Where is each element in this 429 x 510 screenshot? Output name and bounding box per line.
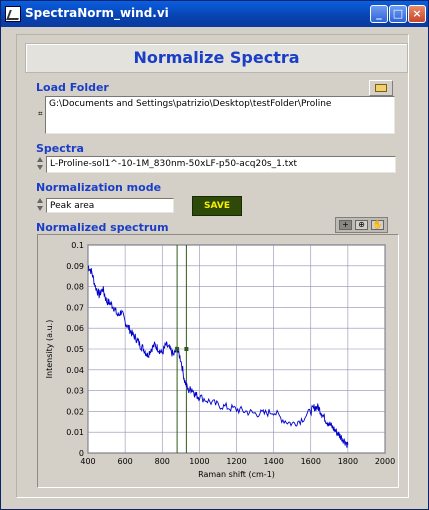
y-tick-label: 0.03: [66, 387, 84, 396]
y-axis-label: Intensity (a.u.): [45, 320, 54, 379]
x-tick-label: 800: [155, 457, 170, 466]
window-title: SpectraNorm_wind.vi: [25, 6, 169, 20]
spinner-down-icon[interactable]: [37, 165, 43, 170]
x-tick-label: 1200: [226, 457, 246, 466]
y-tick-label: 0.1: [71, 241, 84, 250]
y-tick-label: 0.08: [66, 283, 84, 292]
header-banner: Normalize Spectra: [25, 43, 408, 73]
x-tick-label: 1400: [263, 457, 283, 466]
spinner-up-icon[interactable]: [37, 157, 43, 162]
save-button[interactable]: SAVE: [192, 196, 242, 216]
load-folder-path-field[interactable]: G:\Documents and Settings\patrizio\Deskt…: [45, 96, 395, 134]
folder-icon: [375, 84, 387, 92]
cursor-marker: [175, 347, 180, 351]
y-tick-label: 0.06: [66, 324, 84, 333]
page-title: Normalize Spectra: [133, 48, 300, 67]
x-tick-label: 600: [117, 457, 132, 466]
cursor-marker: [184, 347, 189, 351]
chart-label: Normalized spectrum: [36, 221, 169, 234]
series-line: [87, 265, 349, 448]
normalization-mode-field[interactable]: Peak area: [46, 198, 174, 213]
browse-folder-button[interactable]: [369, 80, 393, 96]
front-panel: [16, 34, 409, 498]
y-tick-label: 0: [79, 449, 84, 458]
graph-palette: + ⊕ ✋: [335, 217, 388, 233]
client-area: Normalize Spectra Load Folder G:\Documen…: [5, 28, 424, 506]
title-bar[interactable]: SpectraNorm_wind.vi _ □ ×: [1, 1, 428, 27]
y-tick-label: 0.01: [66, 428, 84, 437]
cursor-tool-icon[interactable]: +: [339, 220, 352, 230]
path-browse-icon[interactable]: ⌗: [38, 109, 43, 118]
y-tick-label: 0.07: [66, 303, 84, 312]
y-tick-label: 0.04: [66, 366, 84, 375]
x-tick-label: 1800: [338, 457, 358, 466]
minimize-button[interactable]: _: [370, 5, 388, 23]
spinner-up-icon[interactable]: [37, 198, 43, 203]
app-icon: [5, 6, 21, 22]
zoom-tool-icon[interactable]: ⊕: [355, 220, 368, 230]
spinner-down-icon[interactable]: [37, 206, 43, 211]
spectra-file-field[interactable]: L-Proline-sol1^-10-1M_830nm-50xLF-p50-ac…: [46, 156, 396, 173]
x-axis-label: Raman shift (cm-1): [198, 470, 275, 479]
x-tick-label: 2000: [375, 457, 395, 466]
y-tick-label: 0.02: [66, 407, 84, 416]
x-tick-label: 400: [80, 457, 95, 466]
load-folder-label: Load Folder: [36, 81, 109, 94]
y-tick-label: 0.05: [66, 345, 84, 354]
pan-tool-icon[interactable]: ✋: [371, 220, 384, 230]
normalization-spinner[interactable]: [37, 196, 44, 214]
spectra-label: Spectra: [36, 142, 84, 155]
y-tick-label: 0.09: [66, 262, 84, 271]
normalization-mode-label: Normalization mode: [36, 181, 162, 194]
x-tick-label: 1600: [301, 457, 321, 466]
spectra-spinner[interactable]: [37, 155, 44, 173]
close-button[interactable]: ×: [408, 5, 426, 23]
chart-container: 400 600 800 1000 1200 1400 1600 1800 2000 0 0.01 0.…: [37, 234, 399, 488]
x-tick-label: 1000: [189, 457, 209, 466]
maximize-button[interactable]: □: [389, 5, 407, 23]
spectrum-chart[interactable]: 400 600 800 1000 1200 1400 1600 1800 2000 0 0.01 0.…: [38, 235, 398, 487]
